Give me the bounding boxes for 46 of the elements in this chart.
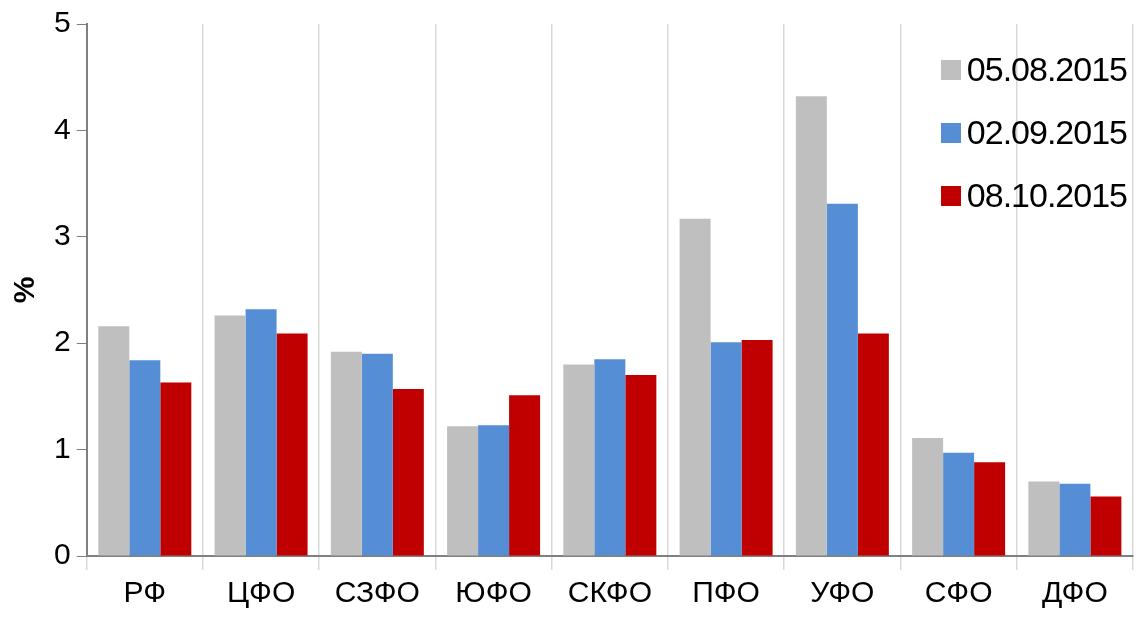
legend-label: 02.09.2015 bbox=[966, 113, 1127, 152]
bar bbox=[245, 309, 277, 556]
bar bbox=[509, 395, 541, 556]
x-tick-label: ДФО bbox=[1041, 575, 1108, 609]
y-tick-label: 5 bbox=[54, 5, 71, 39]
bar bbox=[447, 426, 479, 556]
bar bbox=[563, 364, 595, 556]
y-tick-label: 1 bbox=[54, 430, 71, 464]
bar bbox=[679, 218, 711, 556]
bar bbox=[710, 342, 742, 556]
x-tick-label: СКФО bbox=[567, 575, 652, 609]
bar bbox=[392, 388, 424, 556]
x-tick-label: ЦФО bbox=[226, 575, 296, 609]
bar bbox=[276, 333, 308, 556]
bar bbox=[943, 452, 975, 556]
y-tick-label: 3 bbox=[54, 218, 71, 252]
bar bbox=[741, 340, 773, 556]
y-axis-title: % bbox=[7, 276, 41, 304]
bar bbox=[625, 375, 657, 556]
bar bbox=[1090, 496, 1122, 556]
bar bbox=[98, 326, 130, 556]
bar bbox=[974, 462, 1006, 556]
bar bbox=[330, 351, 362, 556]
bar bbox=[1028, 481, 1060, 556]
legend-label: 08.10.2015 bbox=[966, 176, 1127, 215]
x-tick-label: УФО bbox=[810, 575, 875, 609]
bar bbox=[160, 382, 192, 556]
bar bbox=[214, 315, 246, 556]
bar bbox=[594, 359, 626, 556]
bar bbox=[361, 353, 393, 556]
x-tick-label: ПФО bbox=[692, 575, 760, 609]
x-tick-label: ЮФО bbox=[455, 575, 532, 609]
bar bbox=[826, 203, 858, 556]
y-tick-label: 2 bbox=[54, 324, 71, 358]
bar bbox=[129, 360, 161, 556]
bar bbox=[1059, 483, 1091, 556]
x-tick-label: СФО bbox=[924, 575, 993, 609]
bar bbox=[912, 437, 944, 556]
y-tick-label: 4 bbox=[54, 111, 71, 145]
legend-label: 05.08.2015 bbox=[966, 50, 1127, 89]
bar bbox=[857, 333, 889, 556]
y-tick-label: 0 bbox=[54, 537, 71, 571]
x-tick-label: СЗФО bbox=[334, 575, 420, 609]
bar bbox=[795, 96, 827, 556]
bar bbox=[478, 425, 510, 556]
x-tick-label: РФ bbox=[123, 575, 167, 609]
